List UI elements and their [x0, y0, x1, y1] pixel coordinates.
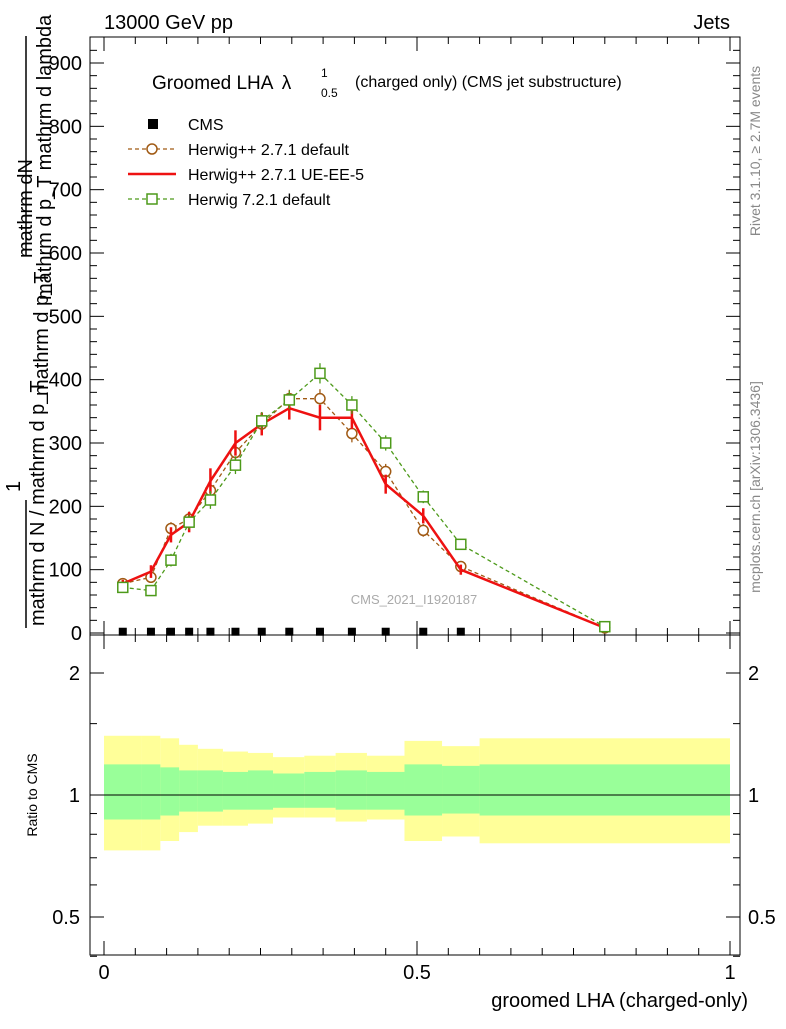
marker-hw72 [183, 516, 195, 528]
marker-hw72 [256, 415, 268, 427]
marker-hw_default [417, 524, 430, 537]
plot-title-main: Groomed LHA [152, 73, 274, 94]
legend-marker-hw_default [146, 143, 158, 155]
marker-hw_default [314, 392, 326, 405]
ylabel-line-2: mathrm d p_T mathrm d lambda [34, 14, 56, 300]
ylabel-line-3: mathrm d p_T [31, 272, 53, 396]
main-plot: 0 100 200 300 400 500 600 700 800 900 CMS_2021_I1… [49, 36, 741, 645]
rivet-version: Rivet 3.1.10, ≥ 2.7M events [747, 66, 763, 236]
cms-data-point [285, 627, 294, 636]
legend-label-hw_ueee5: Herwig++ 2.7.1 UE-EE-5 [188, 167, 364, 184]
legend-marker-hw72 [146, 193, 158, 205]
ratio-band-inner [247, 770, 274, 810]
cms-data-point [118, 627, 127, 636]
series-line-hw72 [122, 372, 606, 628]
cms-data-point [146, 627, 155, 636]
marker-hw72 [417, 491, 430, 503]
x-tick-label: 0 [98, 962, 109, 984]
marker-hw72 [145, 584, 157, 597]
y-tick-label: 0 [71, 623, 82, 645]
ratio-plot: 0.5 0.5 1 1 2 2 0 0.5 1 [52, 634, 776, 984]
plot-title: Groomed LHA λ [152, 73, 292, 94]
marker-hw72 [599, 620, 611, 633]
marker-hw72 [117, 581, 129, 594]
ratio-tick-label-right: 1 [748, 785, 759, 807]
plot-title-sup: 1 [321, 66, 328, 80]
plot-title-lambda: λ [282, 73, 292, 94]
ratio-band-inner [160, 767, 180, 816]
ratio-band-inner [104, 764, 142, 820]
y-tick-label: 900 [49, 53, 82, 75]
ratio-band-inner [366, 771, 405, 810]
cms-data-point [166, 627, 175, 636]
marker-hw_default [346, 427, 358, 440]
ratio-band-inner [479, 764, 730, 816]
ratio-tick-label: 0.5 [52, 907, 80, 929]
plot-title-sub: 0.5 [321, 86, 338, 100]
cms-data-point [206, 627, 215, 636]
marker-hw72 [314, 367, 326, 380]
ratio-tick-label: 2 [69, 663, 80, 685]
y-tick-label: 700 [49, 180, 82, 202]
series-line-hw_ueee5 [122, 406, 606, 630]
cms-data-point [456, 627, 465, 636]
ratio-band-inner [179, 770, 198, 812]
cms-data-point [381, 627, 390, 636]
ratio-band-inner [273, 773, 305, 808]
cms-data-point [347, 627, 356, 636]
ratio-band-inner [442, 765, 480, 814]
main-series [117, 363, 611, 636]
ratio-ticks: 0.5 0.5 1 1 2 2 0 0.5 1 [52, 635, 776, 984]
ratio-band-inner [222, 771, 248, 810]
legend: CMS Herwig++ 2.7.1 default Herwig++ 2.7.1 … [128, 117, 364, 209]
header-jets: Jets [693, 12, 730, 34]
y-tick-label: 100 [49, 560, 82, 582]
marker-hw72 [283, 394, 296, 406]
marker-hw72 [379, 437, 392, 449]
ratio-band-inner [304, 771, 336, 808]
plot-title-rest: (charged only) (CMS jet substructure) [355, 74, 622, 91]
main-ticks: 0 100 200 300 400 500 600 700 800 900 [49, 37, 740, 645]
x-tick-label: 1 [724, 962, 735, 984]
legend-label-cms: CMS [188, 117, 224, 134]
ratio-bands [104, 735, 730, 851]
y-tick-label: 800 [49, 116, 82, 138]
y-tick-label: 400 [49, 370, 82, 392]
marker-hw72 [346, 399, 358, 411]
mcplots-credit: mcplots.cern.ch [arXiv:1306.3436] [747, 381, 763, 593]
y-tick-label: 200 [49, 496, 82, 518]
y-axis-label: mathrm dN mathrm d p_T mathrm d lambda m… [3, 14, 56, 626]
ratio-band-inner [404, 764, 443, 816]
y-tick-label: 500 [49, 306, 82, 328]
y-tick-label: 600 [49, 243, 82, 265]
marker-hw72 [455, 538, 467, 551]
ratio-tick-label: 1 [69, 785, 80, 807]
marker-hw72 [204, 494, 217, 506]
cms-data-point [419, 627, 428, 636]
x-tick-label: 0.5 [403, 962, 431, 984]
ratio-band-inner [335, 770, 367, 810]
cms-data-point [315, 627, 324, 636]
ylabel-line-5: mathrm d N / mathrm d p_T [27, 380, 49, 626]
legend-label-hw72: Herwig 7.2.1 default [188, 192, 331, 209]
header-collider: 13000 GeV pp [104, 12, 233, 34]
y-tick-label: 300 [49, 433, 82, 455]
marker-hw72 [165, 554, 177, 566]
x-axis-label: groomed LHA (charged-only) [491, 990, 748, 1012]
ratio-y-label: Ratio to CMS [24, 753, 40, 836]
ratio-tick-label-right: 2 [748, 663, 759, 685]
cms-data-point [185, 627, 194, 636]
ratio-band-inner [197, 770, 223, 812]
legend-marker-cms [148, 119, 158, 129]
cms-data-point [257, 627, 266, 636]
ratio-band-inner [141, 764, 161, 820]
marker-hw72 [229, 459, 242, 471]
ylabel-line-4: 1 [3, 481, 25, 492]
legend-label-hw_default: Herwig++ 2.7.1 default [188, 142, 350, 159]
watermark: CMS_2021_I1920187 [351, 592, 478, 607]
ratio-tick-label-right: 0.5 [748, 907, 776, 929]
main-plot-frame [89, 36, 741, 636]
cms-data-point [231, 627, 240, 636]
